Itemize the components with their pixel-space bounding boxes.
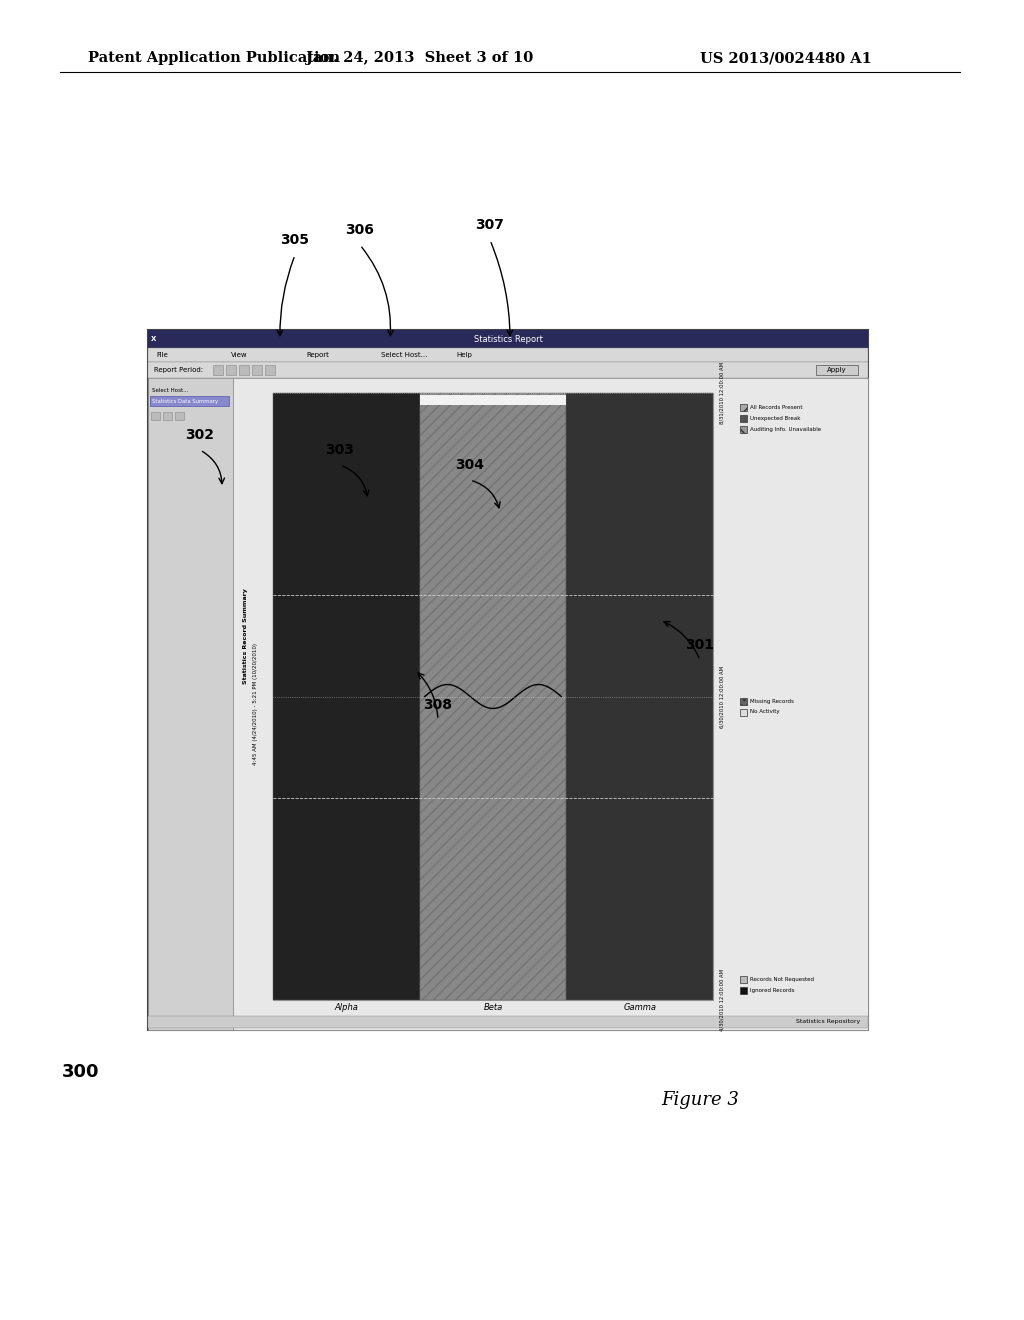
Text: Select Host...: Select Host... (152, 388, 188, 392)
Text: Missing Records: Missing Records (750, 698, 794, 704)
Bar (148, 330, 868, 1030)
Text: 303: 303 (326, 444, 354, 457)
Bar (148, 362, 868, 378)
Text: 304: 304 (456, 458, 484, 473)
Text: 4:45 AM (4/24/2010) - 5:21 PM (10/20/2010): 4:45 AM (4/24/2010) - 5:21 PM (10/20/201… (253, 643, 257, 766)
Bar (213, 366, 223, 375)
Bar (163, 412, 172, 420)
Text: Apply: Apply (827, 367, 847, 374)
Bar (148, 378, 233, 1030)
Text: X: X (152, 337, 157, 342)
Bar (252, 366, 262, 375)
Text: 4/30/2010 12:00:00 AM: 4/30/2010 12:00:00 AM (720, 969, 725, 1031)
Text: Report Period:: Report Period: (154, 367, 203, 374)
Text: View: View (231, 352, 248, 358)
Text: US 2013/0024480 A1: US 2013/0024480 A1 (700, 51, 871, 65)
Text: Statistics Record Summary: Statistics Record Summary (243, 589, 248, 684)
Text: Jan. 24, 2013  Sheet 3 of 10: Jan. 24, 2013 Sheet 3 of 10 (306, 51, 534, 65)
Text: 6/30/2010 12:00:00 AM: 6/30/2010 12:00:00 AM (720, 665, 725, 727)
Bar (150, 396, 229, 407)
Text: No Activity: No Activity (750, 710, 779, 714)
Bar (148, 330, 868, 348)
Text: Statistics Repository: Statistics Repository (796, 1019, 860, 1024)
Text: 306: 306 (345, 223, 375, 238)
Text: Statistics Data Summary: Statistics Data Summary (152, 399, 218, 404)
Text: 305: 305 (281, 234, 309, 247)
Bar (566, 393, 713, 1001)
Bar (420, 393, 566, 1001)
Text: 302: 302 (185, 428, 214, 442)
Bar (740, 414, 746, 422)
Bar (148, 348, 868, 362)
Text: Beta: Beta (483, 1003, 503, 1012)
Text: Unexpected Break: Unexpected Break (750, 416, 801, 421)
Text: 8/31/2010 12:00:00 AM: 8/31/2010 12:00:00 AM (720, 362, 725, 424)
Bar (740, 426, 746, 433)
Text: Ignored Records: Ignored Records (750, 987, 795, 993)
Text: Auditing Info. Unavailable: Auditing Info. Unavailable (750, 426, 821, 432)
Bar (175, 412, 184, 420)
Text: Alpha: Alpha (335, 1003, 358, 1012)
Bar (740, 975, 746, 983)
Text: Select Host...: Select Host... (381, 352, 427, 358)
Text: All Records Present: All Records Present (750, 405, 803, 411)
Text: Help: Help (456, 352, 472, 358)
Text: Records Not Requested: Records Not Requested (750, 977, 814, 982)
Bar (420, 393, 566, 1001)
Bar (233, 378, 868, 1030)
Bar (273, 393, 420, 1001)
Bar (740, 987, 746, 994)
Text: Statistics Report: Statistics Report (473, 334, 543, 343)
Text: 300: 300 (62, 1063, 99, 1081)
Bar (226, 366, 236, 375)
Bar (816, 366, 858, 375)
Bar (420, 395, 566, 405)
Bar (265, 366, 275, 375)
Bar (148, 1016, 868, 1028)
Bar (239, 366, 249, 375)
Text: Gamma: Gamma (624, 1003, 656, 1012)
Bar (151, 412, 160, 420)
Bar (740, 709, 746, 715)
Text: Patent Application Publication: Patent Application Publication (88, 51, 340, 65)
Text: 301: 301 (685, 638, 715, 652)
Text: 307: 307 (475, 218, 505, 232)
Bar (740, 697, 746, 705)
Text: 308: 308 (424, 698, 453, 711)
Bar (740, 404, 746, 411)
Text: Report: Report (306, 352, 329, 358)
Bar (273, 393, 713, 1001)
Text: File: File (156, 352, 168, 358)
Text: Figure 3: Figure 3 (662, 1092, 739, 1109)
